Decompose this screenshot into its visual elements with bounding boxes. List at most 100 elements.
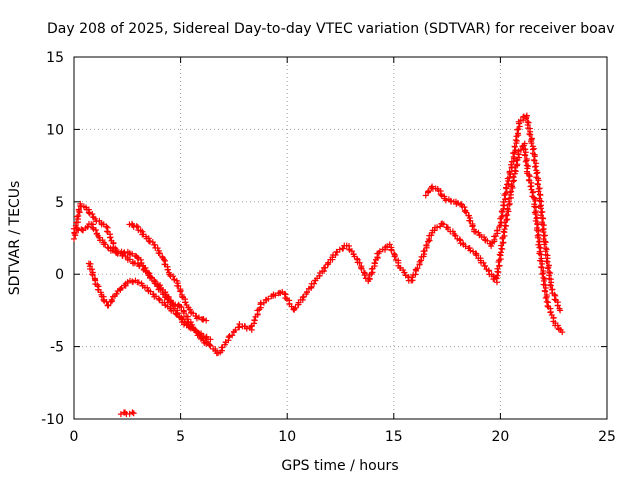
data-point — [541, 238, 548, 245]
data-point — [207, 336, 214, 343]
data-point — [500, 239, 507, 246]
data-point — [322, 264, 329, 271]
data-point — [334, 249, 341, 256]
data-point — [71, 235, 77, 242]
data-point — [542, 284, 549, 291]
data-point — [527, 183, 534, 190]
data-point — [142, 267, 149, 274]
data-point — [386, 241, 393, 248]
y-tick-label: -10 — [41, 412, 64, 428]
data-point — [340, 245, 347, 252]
data-point — [467, 247, 474, 254]
data-point — [92, 226, 99, 233]
data-point — [506, 174, 513, 181]
data-point — [544, 258, 551, 265]
data-point — [388, 246, 395, 253]
data-point — [74, 213, 81, 220]
data-point — [535, 234, 542, 241]
data-point — [438, 192, 445, 199]
data-point — [481, 263, 488, 270]
data-point — [544, 265, 551, 272]
data-point — [164, 266, 171, 273]
data-point — [532, 217, 539, 224]
data-point — [530, 145, 537, 152]
data-point — [272, 292, 279, 299]
data-point — [496, 262, 503, 269]
data-point — [100, 296, 107, 303]
data-point — [532, 211, 539, 218]
data-point — [265, 295, 272, 302]
x-tick-label: 25 — [598, 429, 616, 445]
data-point — [547, 282, 554, 289]
data-point — [499, 212, 506, 219]
data-point — [109, 247, 116, 254]
data-point — [75, 212, 82, 219]
data-point — [540, 229, 547, 236]
data-point — [511, 143, 518, 150]
data-point — [534, 169, 541, 176]
data-point — [463, 209, 470, 216]
data-point — [434, 224, 441, 231]
y-axis: -10 -5 0 5 10 15 — [41, 50, 607, 428]
data-point — [303, 288, 310, 295]
data-points — [71, 112, 566, 418]
data-point — [481, 234, 488, 241]
data-point — [530, 156, 537, 163]
data-point — [117, 286, 124, 293]
data-point — [425, 188, 432, 195]
data-point — [541, 232, 548, 239]
data-point — [388, 247, 395, 254]
data-point — [522, 158, 529, 165]
data-point — [472, 228, 479, 235]
data-point — [541, 241, 548, 248]
data-point — [170, 273, 177, 280]
data-point — [510, 153, 517, 160]
y-axis-label: SDTVAR / TECUs — [7, 181, 23, 296]
data-point — [543, 293, 550, 300]
data-point — [292, 304, 299, 311]
data-point — [178, 304, 185, 311]
data-point — [517, 146, 524, 153]
data-point — [551, 296, 558, 303]
data-point — [156, 250, 163, 257]
data-point — [360, 269, 367, 276]
data-point — [136, 262, 143, 269]
data-point — [226, 333, 233, 340]
data-point — [462, 243, 469, 250]
data-point — [542, 295, 549, 302]
data-point — [534, 181, 541, 188]
data-point — [508, 161, 515, 168]
data-point — [199, 316, 206, 323]
data-point — [554, 322, 561, 329]
chart-title: Day 208 of 2025, Sidereal Day-to-day VTE… — [47, 21, 615, 37]
data-point — [535, 231, 542, 238]
data-point — [502, 195, 509, 202]
data-point — [537, 245, 544, 252]
data-point — [89, 271, 96, 278]
data-point — [311, 280, 318, 287]
data-point — [154, 245, 161, 252]
data-point — [243, 325, 250, 332]
data-point — [96, 234, 103, 241]
x-axis-label: GPS time / hours — [281, 458, 398, 474]
data-point — [532, 163, 539, 170]
data-point — [528, 140, 535, 147]
data-point — [186, 306, 193, 313]
data-point — [348, 248, 355, 255]
data-point — [493, 275, 500, 282]
data-point — [129, 409, 136, 416]
data-point — [536, 185, 543, 192]
data-point — [425, 187, 432, 194]
x-tick-label: 10 — [278, 429, 296, 445]
data-point — [469, 223, 476, 230]
data-point — [391, 253, 398, 260]
x-tick-label: 5 — [176, 429, 185, 445]
data-point — [165, 293, 172, 300]
data-point — [117, 411, 124, 418]
data-point — [544, 302, 551, 309]
y-tick-label: 15 — [46, 50, 64, 66]
data-point — [467, 217, 474, 224]
data-point — [105, 302, 112, 309]
data-point — [356, 259, 363, 266]
